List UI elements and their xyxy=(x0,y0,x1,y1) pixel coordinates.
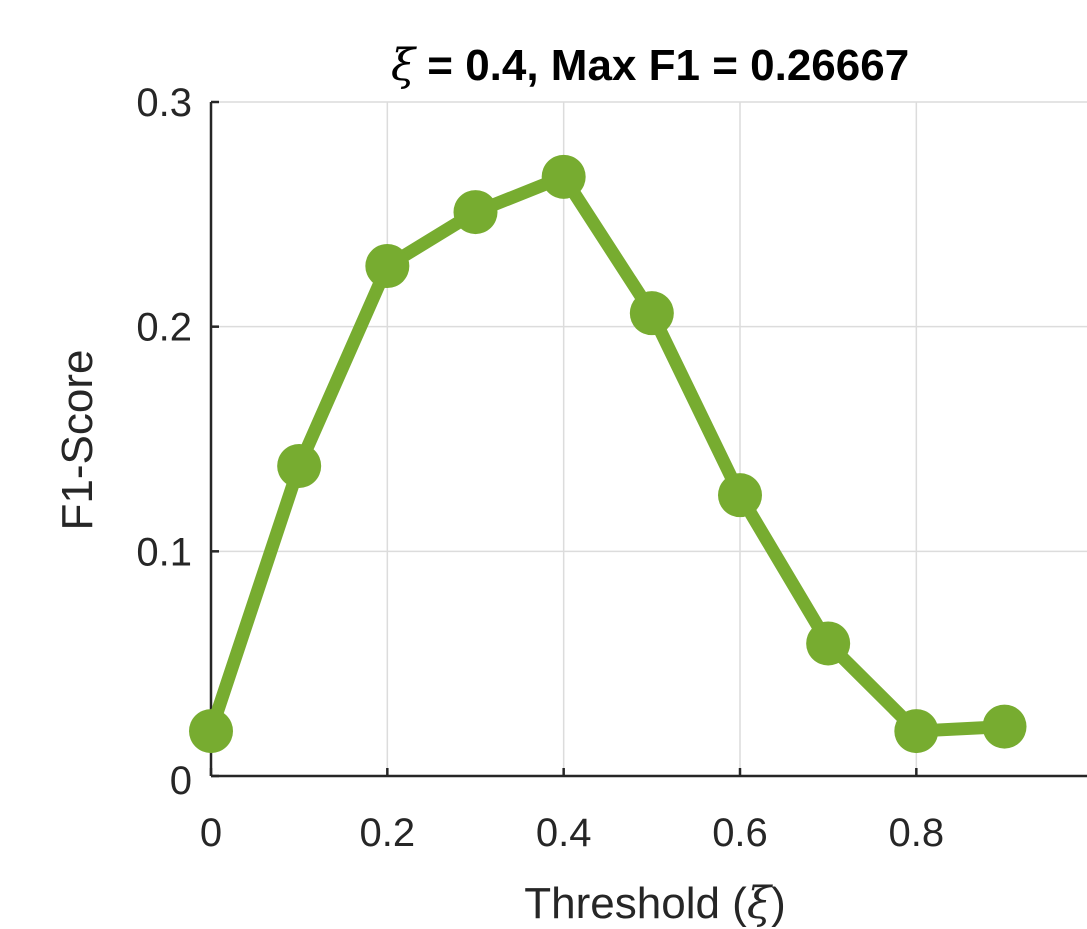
x-axis-label: Threshold (ξ) xyxy=(524,878,785,929)
y-tick-label-2: 0.2 xyxy=(136,306,192,350)
data-series xyxy=(189,154,1027,754)
y-tick-label-0: 0 xyxy=(170,759,192,803)
data-point-4 xyxy=(541,154,586,199)
axes xyxy=(209,100,1087,778)
data-point-9 xyxy=(982,704,1027,749)
x-axis-label-close: ) xyxy=(771,879,786,928)
grid-lines xyxy=(211,101,1087,776)
series-line-0 xyxy=(204,170,1011,738)
chart-title: ξ = 0.4, Max F1 = 0.26667 xyxy=(391,40,909,91)
data-point-1 xyxy=(277,443,322,488)
y-axis-label: F1-Score xyxy=(53,350,102,531)
x-tick-label-0: 0 xyxy=(200,811,222,855)
data-point-7 xyxy=(806,621,851,666)
x-axis-label-text: Threshold ( xyxy=(524,879,747,928)
x-axis-label-symbol: ξ xyxy=(747,878,774,929)
x-tick-label-3: 0.6 xyxy=(712,811,768,855)
data-point-6 xyxy=(718,473,762,518)
data-point-8 xyxy=(894,709,939,754)
chart-title-symbol: ξ xyxy=(391,40,418,91)
y-tick-label-1: 0.1 xyxy=(136,530,192,574)
data-point-2 xyxy=(365,244,410,289)
tick-labels: 0 0.2 0.4 0.6 0.8 0 0.1 0.2 0.3 xyxy=(136,81,944,855)
x-tick-label-2: 0.4 xyxy=(536,811,592,855)
data-point-5 xyxy=(629,291,674,336)
chart-title-text: = 0.4, Max F1 = 0.26667 xyxy=(415,41,909,90)
x-tick-label-4: 0.8 xyxy=(889,811,945,855)
x-tick-label-1: 0.2 xyxy=(360,811,416,855)
y-tick-label-3: 0.3 xyxy=(136,81,192,125)
data-point-3 xyxy=(453,190,498,235)
data-point-0 xyxy=(189,709,233,754)
